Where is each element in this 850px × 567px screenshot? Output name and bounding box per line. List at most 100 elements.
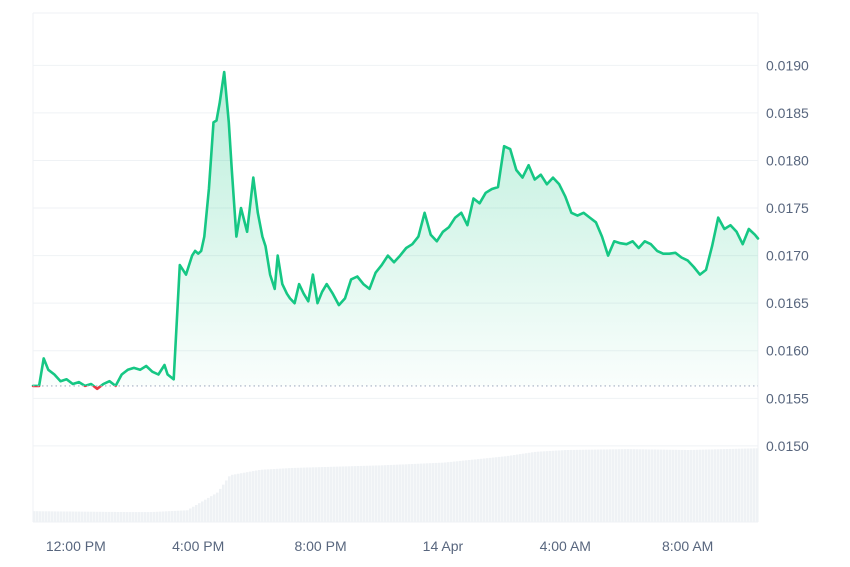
- volume-bar: [633, 449, 636, 522]
- volume-bar: [393, 464, 396, 522]
- volume-bar: [114, 511, 117, 522]
- volume-bar: [60, 511, 63, 522]
- volume-bar: [414, 463, 417, 522]
- volume-bar: [300, 467, 303, 522]
- price-series: [31, 70, 760, 391]
- volume-bar: [396, 464, 399, 522]
- volume-bar: [735, 448, 738, 522]
- volume-bar: [582, 449, 585, 522]
- volume-bar: [459, 460, 462, 522]
- volume-bar: [144, 512, 147, 522]
- volume-bar: [450, 461, 453, 522]
- volume-bar: [66, 511, 69, 522]
- volume-bar: [690, 449, 693, 522]
- volume-bar: [510, 455, 513, 522]
- volume-bar: [693, 449, 696, 522]
- volume-bar: [639, 449, 642, 522]
- volume-bar: [198, 503, 201, 522]
- volume-bar: [276, 468, 279, 522]
- volume-bar: [183, 510, 186, 522]
- volume-bar: [222, 484, 225, 522]
- volume-bar: [93, 511, 96, 522]
- volume-bar: [342, 466, 345, 522]
- volume-bar: [204, 499, 207, 522]
- x-axis: 12:00 PM 4:00 PM 8:00 PM 14 Apr 4:00 AM 8:00 …: [46, 538, 713, 554]
- volume-bar: [90, 511, 93, 522]
- price-area: [33, 72, 758, 386]
- volume-bar: [264, 469, 267, 522]
- volume-bar: [369, 465, 372, 522]
- volume-bar: [51, 511, 54, 522]
- volume-bar: [456, 461, 459, 522]
- volume-bar: [42, 511, 45, 522]
- volume-bar: [327, 466, 330, 522]
- volume-bar: [648, 449, 651, 522]
- volume-bar: [747, 448, 750, 522]
- volume-bar: [78, 511, 81, 522]
- volume-bar: [378, 465, 381, 522]
- volume-bar: [624, 449, 627, 522]
- volume-bar: [708, 449, 711, 522]
- volume-bar: [243, 472, 246, 522]
- volume-bar: [36, 511, 39, 522]
- volume-bar: [516, 454, 519, 522]
- volume-bar: [477, 459, 480, 522]
- volume-bar: [687, 449, 690, 522]
- volume-bar: [219, 488, 222, 522]
- volume-bar: [702, 449, 705, 522]
- volume-bar: [270, 469, 273, 522]
- volume-bar: [399, 464, 402, 522]
- volume-bar: [135, 512, 138, 522]
- volume-bar: [330, 466, 333, 522]
- volume-bar: [579, 449, 582, 522]
- volume-bar: [207, 497, 210, 522]
- volume-bar: [549, 450, 552, 522]
- volume-bar: [153, 511, 156, 522]
- volume-bar: [663, 449, 666, 522]
- volume-bar: [372, 465, 375, 522]
- volume-bar: [366, 465, 369, 522]
- volume-bar: [168, 511, 171, 522]
- volume-bar: [303, 467, 306, 522]
- volume-bar: [696, 449, 699, 522]
- volume-bar: [660, 449, 663, 522]
- volume-bar: [657, 449, 660, 522]
- volume-bar: [126, 512, 129, 522]
- volume-bar: [258, 470, 261, 522]
- volume-bar: [432, 463, 435, 522]
- volume-bar: [228, 476, 231, 522]
- volume-bar: [480, 458, 483, 522]
- volume-bar: [462, 460, 465, 522]
- volume-bar: [714, 449, 717, 522]
- volume-bar: [249, 471, 252, 522]
- volume-bar: [348, 466, 351, 522]
- volume-bar: [750, 448, 753, 522]
- volume-bar: [234, 474, 237, 522]
- volume-bar: [447, 462, 450, 522]
- volume-bar: [96, 511, 99, 522]
- volume-bar: [600, 449, 603, 522]
- volume-bar: [654, 449, 657, 522]
- volume-bar: [588, 449, 591, 522]
- volume-bar: [504, 456, 507, 522]
- volume-bar: [192, 506, 195, 522]
- volume-bar: [507, 455, 510, 522]
- volume-bar: [405, 464, 408, 522]
- volume-bar: [675, 449, 678, 522]
- volume-bar: [540, 451, 543, 522]
- volume-bar: [573, 449, 576, 522]
- volume-bar: [744, 448, 747, 522]
- volume-bar: [105, 511, 108, 522]
- volume-bar: [156, 511, 159, 522]
- volume-bar: [195, 504, 198, 522]
- volume-bar: [363, 465, 366, 522]
- volume-bar: [468, 460, 471, 522]
- volume-bar: [384, 465, 387, 522]
- volume-bar: [345, 466, 348, 522]
- volume-bar: [645, 449, 648, 522]
- volume-bar: [525, 453, 528, 522]
- volume-bar: [318, 467, 321, 522]
- volume-bar: [54, 511, 57, 522]
- volume-bar: [246, 472, 249, 522]
